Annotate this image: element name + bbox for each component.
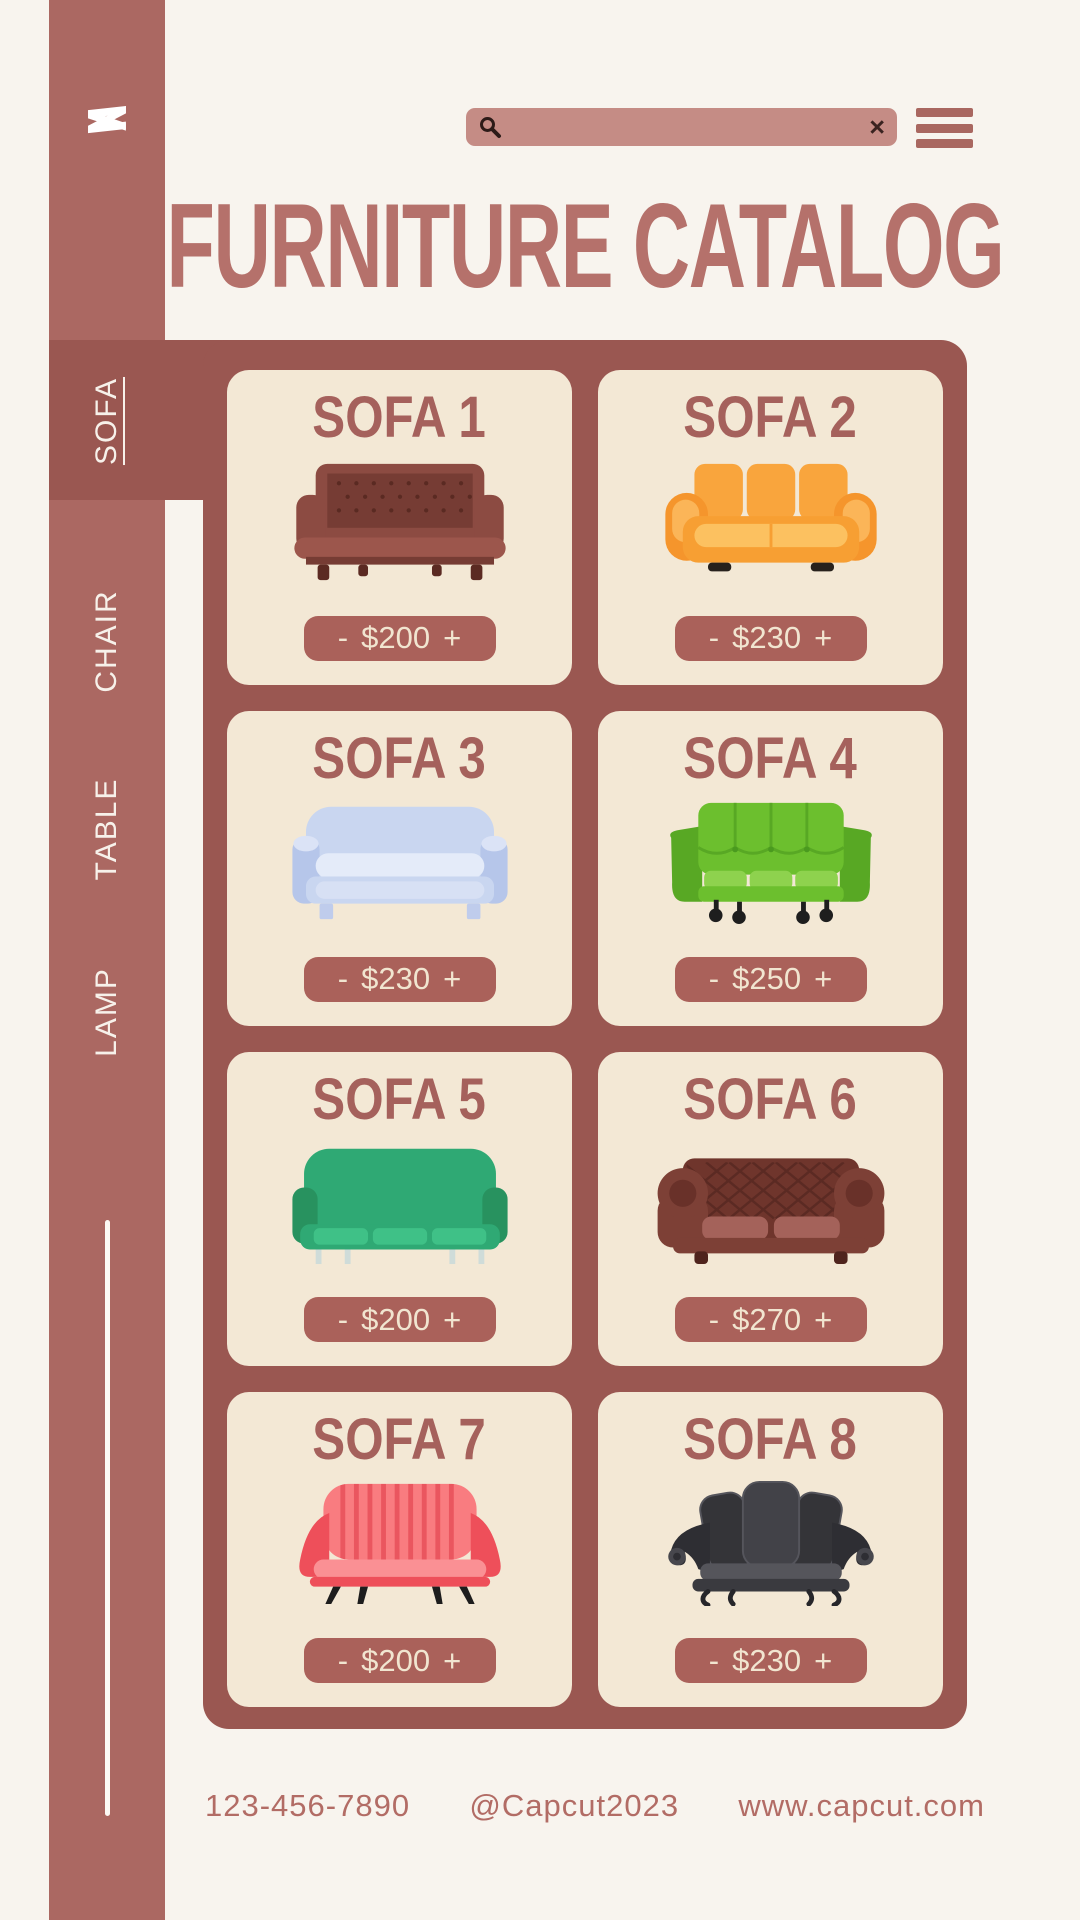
sidebar-item-sofa[interactable]: SOFA: [90, 376, 123, 466]
price-stepper: - $250 +: [674, 956, 867, 1002]
product-name: SOFA 4: [683, 725, 858, 791]
capcut-logo-icon: [49, 100, 165, 140]
price-value: $250: [732, 961, 802, 996]
price-stepper: - $230 +: [303, 956, 496, 1002]
search-icon: [478, 115, 502, 139]
product-name: SOFA 1: [312, 385, 487, 450]
decrease-price-button[interactable]: -: [337, 1301, 349, 1337]
decrease-price-button[interactable]: -: [708, 1301, 720, 1337]
decrease-price-button[interactable]: -: [337, 961, 349, 996]
product-name: SOFA 2: [683, 385, 858, 450]
price-value: $230: [361, 961, 431, 996]
increase-price-button[interactable]: +: [443, 620, 462, 656]
price-stepper: - $270 +: [674, 1297, 867, 1343]
sofa-4-illustration: [669, 802, 872, 924]
increase-price-button[interactable]: +: [814, 961, 833, 996]
sidebar-decorative-line: [105, 1220, 110, 1816]
decrease-price-button[interactable]: -: [337, 620, 349, 656]
decrease-price-button[interactable]: -: [337, 1642, 349, 1678]
increase-price-button[interactable]: +: [443, 1301, 462, 1337]
price-value: $230: [732, 620, 802, 656]
footer: 123-456-7890 @Capcut2023 www.capcut.com: [205, 1788, 985, 1824]
price-stepper: - $200 +: [303, 1297, 496, 1343]
product-card[interactable]: SOFA 7 - $200: [227, 1392, 572, 1707]
increase-price-button[interactable]: +: [814, 1301, 833, 1337]
sofa-2-illustration: [664, 463, 877, 572]
product-card[interactable]: SOFA 5 - $200 +: [227, 1051, 572, 1367]
product-name: SOFA 7: [312, 1407, 487, 1473]
increase-price-button[interactable]: +: [443, 961, 462, 996]
price-value: $270: [732, 1301, 802, 1337]
product-card[interactable]: SOFA 3 - $230 +: [227, 710, 572, 1026]
product-card[interactable]: SOFA 6 - $270 +: [598, 1051, 943, 1367]
product-name: SOFA 8: [683, 1407, 858, 1473]
product-card[interactable]: SOFA 8 - $230: [598, 1392, 943, 1707]
sofa-3-illustration: [291, 806, 508, 919]
price-stepper: - $230 +: [674, 615, 867, 661]
product-name: SOFA 3: [312, 725, 487, 791]
product-card[interactable]: SOFA 1: [227, 370, 572, 685]
page-title: FURNITURE CATALOG: [166, 179, 1005, 313]
price-stepper: - $230 +: [674, 1638, 867, 1683]
search-input[interactable]: [510, 112, 862, 142]
product-card[interactable]: SOFA 4 - $2: [598, 710, 943, 1026]
product-name: SOFA 5: [312, 1066, 487, 1132]
sofa-7-illustration: [298, 1483, 501, 1605]
price-stepper: - $200 +: [303, 615, 496, 661]
increase-price-button[interactable]: +: [814, 1642, 833, 1678]
product-grid-panel: SOFA 1: [203, 340, 967, 1729]
sidebar-item-lamp[interactable]: LAMP: [90, 967, 123, 1057]
sofa-5-illustration: [291, 1148, 508, 1265]
product-card[interactable]: SOFA 2 - $230 +: [598, 370, 943, 685]
price-value: $200: [361, 620, 431, 656]
search-bar[interactable]: ×: [466, 108, 897, 146]
price-value: $200: [361, 1301, 431, 1337]
sofa-6-illustration: [657, 1158, 884, 1265]
decrease-price-button[interactable]: -: [708, 620, 720, 656]
hamburger-menu-icon[interactable]: [916, 108, 973, 148]
decrease-price-button[interactable]: -: [708, 1642, 720, 1678]
close-icon[interactable]: ×: [869, 111, 885, 142]
decrease-price-button[interactable]: -: [708, 961, 720, 996]
product-name: SOFA 6: [683, 1066, 858, 1132]
footer-handle: @Capcut2023: [469, 1788, 680, 1823]
footer-phone[interactable]: 123-456-7890: [205, 1788, 411, 1823]
price-value: $200: [361, 1642, 431, 1678]
price-stepper: - $200 +: [303, 1638, 496, 1683]
increase-price-button[interactable]: +: [443, 1642, 462, 1678]
price-value: $230: [732, 1642, 802, 1678]
sofa-1-illustration: [293, 463, 506, 580]
increase-price-button[interactable]: +: [814, 620, 833, 656]
sofa-8-illustration: [667, 1481, 874, 1607]
footer-website[interactable]: www.capcut.com: [738, 1788, 985, 1823]
